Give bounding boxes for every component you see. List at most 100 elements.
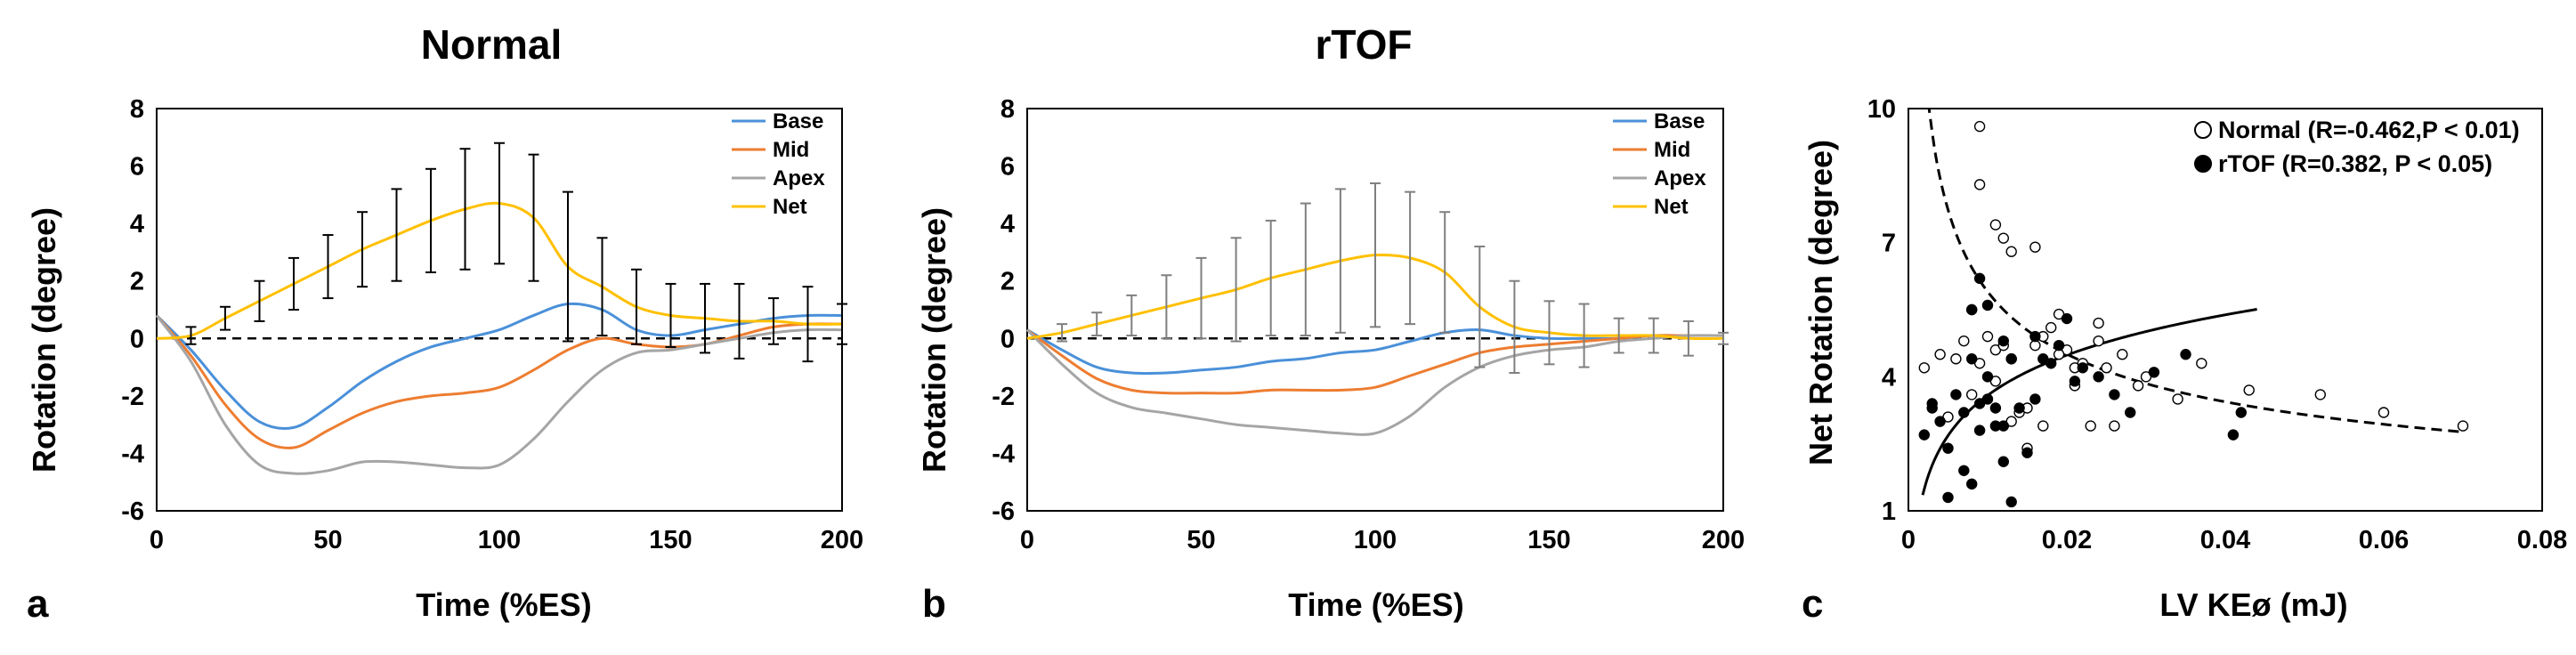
panel-c-rtof-point [2045, 358, 2057, 369]
panel-c-rtof-point [2109, 389, 2120, 400]
panel-c-rtof-point [1965, 303, 1978, 316]
panel-a-series-mid-line [155, 314, 843, 449]
panel-c-rtof-point [2069, 376, 2081, 387]
panel-c-rtof-point [1950, 389, 1962, 400]
panel-a-x-tick-label: 100 [478, 526, 521, 554]
panel-c-rtof-point [2029, 393, 2041, 405]
panel-b-x-tick-label: 150 [1527, 526, 1570, 554]
panel-c-rtof-point [1973, 272, 1986, 285]
panel-c-normal-point [1981, 330, 1994, 343]
panel-c-rtof-point [2093, 371, 2104, 383]
panel-c-rtof-point [2061, 312, 2073, 325]
panel-c-rtof-point [2021, 447, 2033, 458]
panel-a-x-tick-label: 200 [821, 526, 863, 554]
panel-c-rtof-point [2029, 330, 2041, 343]
panel-c-normal-point [2045, 321, 2057, 334]
panel-c-rtof-point [1958, 407, 1970, 418]
panel-a-normal-chart: Normal Rotation (degree) Time (%ES) -6 -4… [26, 21, 863, 623]
panel-c-x-tick-label: 0.02 [2042, 526, 2092, 554]
panel-c-rtof-point [1926, 402, 1938, 414]
panel-c-normal-point [1958, 335, 1970, 347]
panel-b-legend-label-apex: Apex [1654, 166, 1706, 190]
panel-c-rtof-point [2013, 402, 2025, 414]
panel-b-legend-label-base: Base [1654, 109, 1705, 133]
panel-a-y-tick-label: 0 [130, 325, 144, 353]
panel-a-x-axis-label: Time (%ES) [416, 586, 591, 623]
panel-c-normal-point [1934, 349, 1946, 360]
panel-c-normal-point [1973, 120, 1986, 133]
panel-c-normal-point [2117, 349, 2128, 360]
panel-b-legend-label-net: Net [1654, 195, 1689, 219]
panel-c-legend-label-normal: Normal (R=-0.462,P < 0.01) [2218, 117, 2520, 143]
panel-c-normal-point [1997, 232, 2010, 244]
panel-a-y-tick-label: -6 [121, 497, 144, 526]
panel-c-legend-marker-rtof [2194, 155, 2212, 173]
panel-b-y-axis-label: Rotation (degree) [916, 207, 952, 473]
panel-c-plot-frame [1908, 108, 2543, 512]
panel-c-legend-marker-normal [2194, 121, 2212, 139]
panel-c-rtof-point [2124, 407, 2136, 418]
panel-c-normal-point [2314, 389, 2327, 400]
panel-a-y-tick-label: 2 [130, 268, 144, 296]
panel-b-series-mid-line [1026, 328, 1723, 395]
panel-a-x-tick-label: 50 [313, 526, 342, 554]
panel-c-x-tick-label: 0.08 [2517, 526, 2567, 554]
panel-c-normal-point [1950, 353, 1962, 365]
panel-c-y-tick-label: 10 [1867, 95, 1896, 124]
panel-c-y-tick-label: 4 [1882, 363, 1896, 392]
panel-b-y-tick-label: 8 [1000, 95, 1015, 124]
panel-c-normal-point [2457, 420, 2469, 432]
panel-letter-b: b [922, 582, 946, 626]
panel-c-rtof-point [2077, 362, 2089, 374]
panel-b-x-tick-label: 200 [1702, 526, 1745, 554]
panel-c-rtof-point [1958, 465, 1970, 476]
panel-a-title: Normal [421, 21, 562, 68]
panel-a-legend-label-net: Net [773, 195, 807, 219]
panel-c-rtof-point [1997, 335, 2010, 347]
panel-b-y-tick-label: -2 [992, 383, 1015, 411]
panel-c-normal-point [2005, 246, 2017, 257]
panel-b-x-axis-label: Time (%ES) [1288, 586, 1463, 623]
panel-a-x-tick-label: 150 [649, 526, 692, 554]
panel-c-rtof-point [1942, 442, 1954, 454]
panel-a-y-tick-label: 6 [130, 153, 144, 182]
panel-c-rtof-point [2148, 367, 2160, 378]
panel-letter-c: c [1802, 582, 1823, 626]
panel-c-legend-label-rtof: rTOF (R=0.382, P < 0.05) [2218, 150, 2492, 177]
panel-c-y-tick-label: 1 [1882, 497, 1896, 526]
panel-c-normal-point [2196, 358, 2207, 369]
panel-c-rtof-point [1934, 416, 1946, 427]
panel-c-rtof-point [1973, 425, 1986, 436]
panel-a-y-tick-label: 4 [130, 210, 144, 239]
panel-c-normal-point [2093, 317, 2104, 329]
panel-c-normal-point [1918, 362, 1931, 374]
panel-c-normal-point [2093, 335, 2104, 347]
panel-c-rtof-fit-curve [1921, 308, 2257, 496]
panel-c-rtof-point [2005, 496, 2017, 508]
panel-a-y-axis-label: Rotation (degree) [26, 207, 62, 473]
panel-c-normal-point [2037, 420, 2049, 432]
panel-c-rtof-point [1981, 371, 1994, 383]
panel-c-normal-point [2085, 420, 2096, 432]
panel-c-rtof-point [1942, 491, 1954, 504]
panel-c-rtof-point [1981, 393, 1994, 405]
panel-c-normal-point [1973, 179, 1986, 190]
panel-c-normal-fit-curve [1927, 109, 2464, 433]
panel-c-normal-point [2132, 380, 2144, 392]
panel-a-legend-label-mid: Mid [773, 138, 809, 162]
panel-c-rtof-point [2235, 407, 2248, 418]
panel-b-title: rTOF [1315, 21, 1412, 68]
panel-b-plot-frame [1026, 108, 1724, 512]
panel-c-x-tick-label: 0 [1901, 526, 1916, 554]
panel-c-rtof-point [1997, 456, 2010, 467]
panel-c-rtof-point [2053, 339, 2065, 352]
panel-b-y-tick-label: 6 [1000, 153, 1015, 182]
panel-a-y-tick-label: 8 [130, 95, 144, 124]
panel-b-y-tick-label: -4 [992, 440, 1015, 468]
panel-a-legend-label-base: Base [773, 109, 823, 133]
panel-letter-a: a [27, 582, 49, 626]
panel-b-x-tick-label: 100 [1354, 526, 1397, 554]
panel-a-y-tick-label: -4 [121, 440, 144, 468]
panel-c-normal-point [2109, 420, 2120, 432]
